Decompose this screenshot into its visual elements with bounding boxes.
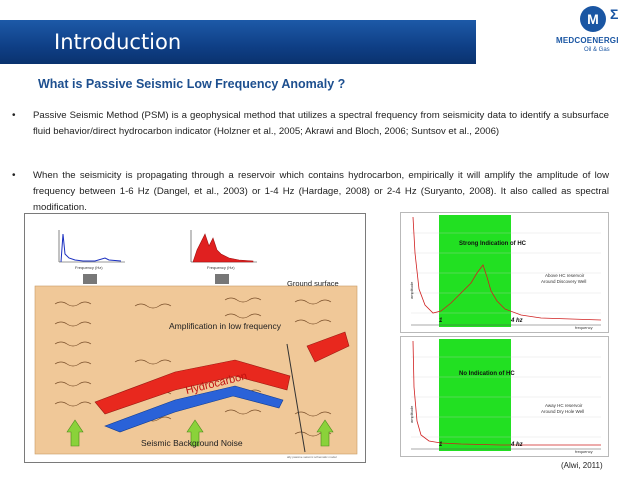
legend-line1: Above HC reservoir [545, 273, 585, 278]
spectrum-left [58, 230, 125, 263]
section-subtitle: What is Passive Seismic Low Frequency An… [38, 77, 346, 91]
frequency-band [439, 215, 511, 327]
ylabel: amplitude [409, 281, 414, 299]
marker-low: 1 [439, 442, 443, 448]
marker-high: 4 hz [510, 318, 523, 324]
spectrum-graph-strong: Strong Indication of HC Above HC reservo… [400, 212, 609, 333]
header: Introduction M Σ MEDCOENERGI Oil & Gas [0, 0, 638, 64]
bullet-text-seismicity: When the seismicity is propagating throu… [33, 170, 609, 213]
sensor-icon [215, 274, 229, 284]
background-noise-label: Seismic Background Noise [141, 438, 243, 448]
company-logo-icon: M [580, 6, 606, 32]
logo-name: MEDCOENERGI [556, 36, 619, 45]
citation: (Alwi, 2011) [561, 461, 603, 470]
graph-none-svg: No Indication of HC Away HC reservoir Ar… [409, 339, 601, 454]
spectrum-line [412, 340, 601, 446]
arrow-up-icon [186, 419, 204, 447]
logo-subtitle: Oil & Gas [584, 47, 610, 53]
marker-high: 4 hz [510, 442, 523, 448]
sensor-icon [83, 274, 97, 284]
legend-line2: Around Discovery Well [541, 279, 586, 284]
ylabel: amplitude [409, 405, 414, 423]
xlabel: frequency [575, 325, 593, 330]
hydrocarbon-layer [94, 359, 291, 415]
amplification-label: Amplification in low frequency [169, 321, 282, 331]
sigma-icon: Σ [610, 6, 619, 22]
diagram-svg: Frequency (Hz) Frequency (Hz) Ground sur… [25, 214, 365, 459]
xlabel: frequency [575, 449, 593, 454]
spectrum-line [412, 216, 602, 321]
passive-seismic-diagram: Frequency (Hz) Frequency (Hz) Ground sur… [24, 213, 366, 463]
gridlines [411, 356, 601, 438]
spectrum-graph-none: No Indication of HC Away HC reservoir Ar… [400, 336, 609, 457]
bullet-marker: • [12, 110, 16, 121]
ground-surface-label: Ground surface [287, 279, 339, 288]
graph-none-label: No Indication of HC [459, 371, 515, 377]
spectrum-left-xlabel: Frequency (Hz) [75, 265, 103, 270]
graph-strong-label: Strong Indication of HC [459, 241, 527, 247]
arrow-up-icon [66, 419, 84, 447]
sensors [83, 274, 229, 284]
legend-line1: Away HC reservoir [545, 403, 583, 408]
upthrown-layer [306, 331, 350, 363]
sky-area [25, 214, 365, 292]
marker-low: 1 [439, 318, 443, 324]
diagram-credit: ally passive seismic schematic model [287, 455, 337, 459]
spectrum-right [190, 230, 257, 263]
frequency-band [439, 339, 511, 451]
graph-strong-svg: Strong Indication of HC Above HC reservo… [409, 215, 602, 330]
legend-line2: Around Dry Hole Well [541, 409, 584, 414]
header-bar [0, 20, 476, 64]
spectrum-right-xlabel: Frequency (Hz) [207, 265, 235, 270]
arrow-up-icon [316, 419, 334, 447]
lower-layer [104, 385, 284, 433]
gridlines [411, 232, 601, 314]
fault-line [286, 343, 306, 453]
bullet-marker: • [12, 170, 16, 181]
noise-arrows [66, 419, 334, 447]
bullet-text-psm: Passive Seismic Method (PSM) is a geophy… [33, 110, 609, 137]
page-title: Introduction [54, 30, 182, 54]
